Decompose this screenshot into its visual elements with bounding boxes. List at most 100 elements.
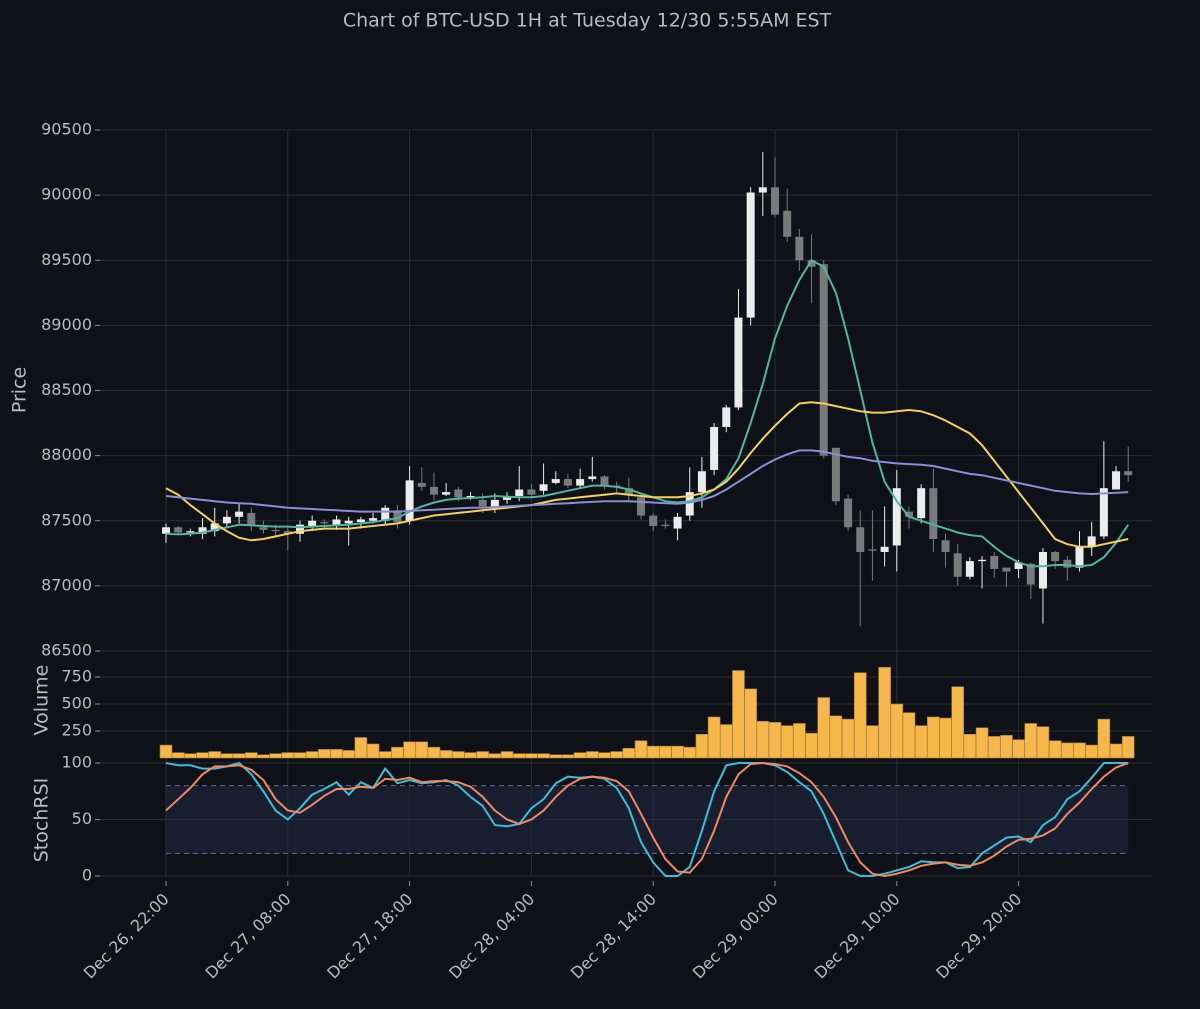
candle-body [1051,552,1060,562]
candle-body [503,497,512,500]
candle-body [259,527,268,530]
candle-body [1002,567,1011,572]
y-tick-label: 89000 [41,315,92,334]
volume-bar [1073,742,1086,759]
candle-body [965,561,974,577]
line-series [165,401,1129,548]
candle-body [1124,471,1133,476]
line-series [165,761,1129,877]
candle-body [904,511,913,517]
volume-bar [939,717,952,759]
candle-body [405,480,414,521]
volume-bar [159,744,173,759]
candle-body [819,264,828,456]
volume-bar [598,752,611,759]
candle-body [673,516,682,529]
volume-bar [1036,726,1050,759]
volume-bar [902,712,916,759]
volume-bar [659,745,672,759]
volume-bar [354,737,368,759]
candle-body [990,555,999,569]
candle-body [795,236,804,261]
volume-bar [841,718,855,759]
line-series [165,258,1130,568]
volume-bar [927,716,940,759]
candle-body [563,479,572,486]
line-series [165,761,1129,878]
candle-body [320,522,329,524]
y-tick-label: 86500 [41,641,92,660]
volume-bar [330,749,343,759]
candle-body [271,529,280,532]
candle-body [539,484,548,491]
candle-body [637,497,646,516]
candle-body [1112,471,1121,490]
candle-body [892,488,901,546]
volume-bar [866,725,879,759]
y-tick-label: 87000 [41,575,92,594]
candle-body [649,515,658,526]
volume-bar [318,749,331,759]
y-tick-label: 90500 [41,120,92,139]
candle-body [807,260,816,267]
volume-bar [378,751,392,759]
volume-bar [634,740,648,759]
volume-bar [342,750,356,759]
candle-body [283,531,292,534]
y-tick-label: 87500 [41,510,92,529]
volume-bar [1024,723,1038,759]
volume-bar [707,716,721,759]
volume-bar [512,753,526,759]
candle-body [624,488,633,495]
candle-body [880,546,889,553]
volume-bar [196,752,209,759]
y-tick-label: 250 [61,721,92,740]
volume-bar [610,751,623,759]
candle-body [222,516,231,524]
volume-bar [585,751,599,759]
volume-bar [184,753,197,759]
volume-bar [1097,718,1111,759]
candle-body [393,510,402,523]
candle-body [295,524,304,534]
volume-bar [305,751,319,759]
candle-body [722,407,731,427]
volume-bar [403,741,416,759]
candle-body [174,527,183,533]
volume-bar [232,753,246,759]
candle-body [356,519,365,523]
candle-body [527,489,536,495]
candle-body [576,479,585,486]
candle-body [162,527,170,534]
volume-bar [415,741,429,759]
volume-bar [549,754,563,759]
volume-bar [1048,740,1062,759]
candle-body [856,527,865,553]
volume-bar [805,732,818,759]
volume-bar [439,750,453,759]
volume-bar [208,751,222,759]
volume-bar [488,753,502,759]
y-tick-label: 89500 [41,250,92,269]
candle-body [710,426,719,470]
volume-bar [1012,739,1025,759]
candle-body [515,489,524,497]
candle-body [771,187,779,215]
volume-bar [732,670,745,759]
volume-bar [671,745,684,759]
candle-body [783,210,792,237]
volume-bar [817,697,831,759]
candle-body [247,512,256,526]
candle-body [478,499,487,507]
candle-body [369,518,378,521]
candle-body [941,540,950,553]
volume-bar [573,752,587,759]
volume-bar [914,725,928,759]
volume-bar [683,746,697,759]
volume-bar [537,753,550,759]
volume-bar [476,751,489,759]
candle-body [429,486,438,495]
volume-bar [391,746,404,759]
